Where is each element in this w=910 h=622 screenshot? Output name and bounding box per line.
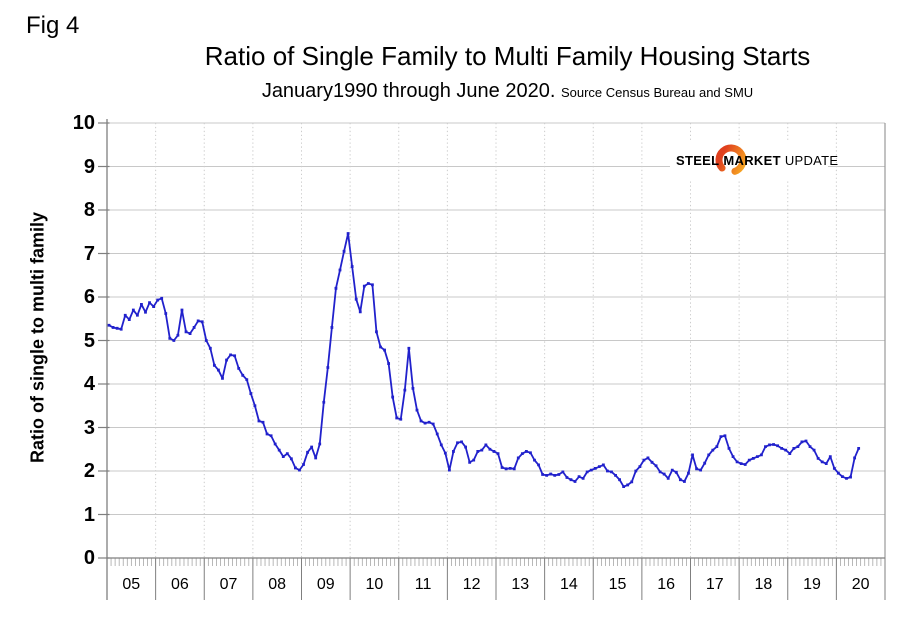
x-tick-label: 07 [219,576,238,593]
x-tick-label: 17 [705,576,724,593]
logo-word-steel: STEEL [676,153,720,168]
x-tick-label: 16 [657,576,676,593]
plot-area [98,119,886,600]
x-tick-label: 11 [414,576,432,593]
y-tick-label: 7 [83,242,95,265]
x-tick-label: 18 [754,576,773,593]
y-tick-label: 4 [83,373,95,395]
y-tick-label: 0 [83,547,95,569]
x-tick-label: 13 [511,576,530,593]
x-tick-label: 06 [171,576,189,593]
y-tick-label: 3 [83,416,95,439]
y-tick-label: 1 [83,503,95,526]
chart-subtitle: January1990 through June 2020. Source Ce… [105,80,910,103]
ratio-data-line [108,232,860,488]
y-tick-label: 10 [72,112,95,134]
logo-word-update: UPDATE [784,153,839,168]
x-tick-label: 14 [560,576,578,593]
y-tick-label: 6 [83,286,95,308]
x-tick-label: 09 [316,576,335,593]
y-tick-label: 9 [83,155,95,178]
logo-word-market: MARKET [723,153,781,168]
y-tick-label: 2 [83,460,95,482]
logo-crescent-icon [715,144,747,176]
x-tick-label: 10 [365,576,384,593]
subtitle-range: January1990 through June 2020. [261,80,556,102]
subtitle-source: Source Census Bureau and SMU [560,85,754,100]
ratio-data-markers [107,232,861,489]
x-tick-label: 05 [122,576,141,593]
chart-title: Ratio of Single Family to Multi Family H… [204,41,811,71]
x-tick-label: 12 [462,576,481,593]
figure-number-label: Fig 4 [26,12,80,39]
logo-text: STEEL MARKET UPDATE [676,153,838,168]
steel-market-update-logo: STEEL MARKET UPDATE [670,141,838,179]
x-tick-label: 08 [268,576,287,593]
y-tick-label: 8 [83,199,95,221]
x-tick-label: 19 [803,576,821,593]
x-tick-label: 15 [608,576,627,593]
x-tick-label: 20 [851,576,870,593]
y-tick-label: 5 [83,329,95,352]
